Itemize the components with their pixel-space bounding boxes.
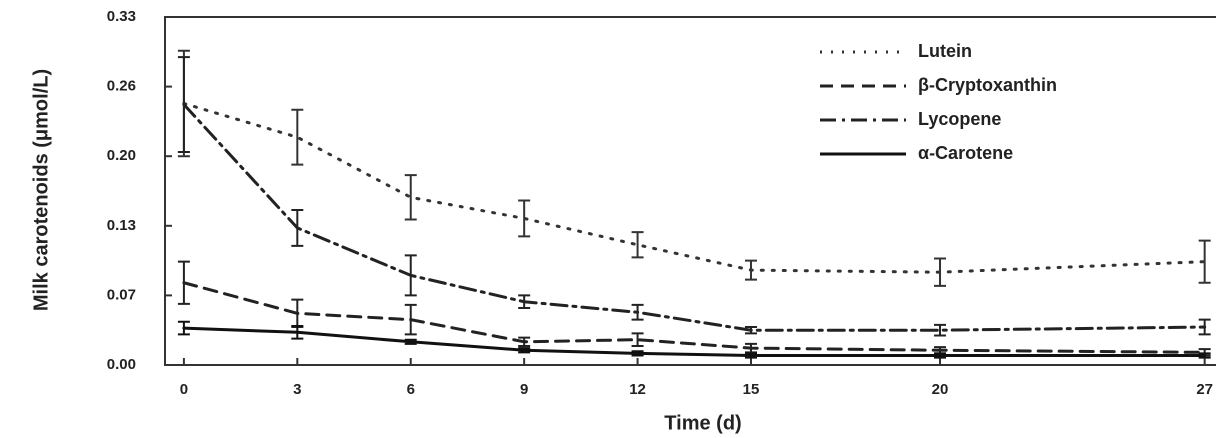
error-bar — [177, 320, 190, 336]
error-bar — [934, 257, 947, 287]
y-axis-title: Milk carotenoids (μmol/L) — [30, 69, 52, 311]
series-line — [182, 281, 1207, 354]
x-tick-label: 6 — [407, 381, 415, 398]
y-tick-label: 0.13 — [107, 217, 136, 234]
x-tick-label: 12 — [629, 381, 646, 398]
error-bar — [291, 208, 304, 247]
error-bar — [744, 326, 757, 335]
error-bar — [404, 338, 417, 345]
error-bar — [934, 352, 947, 359]
error-bar — [404, 254, 417, 297]
error-bar — [744, 352, 757, 359]
legend-label: Lycopene — [918, 109, 1001, 129]
error-bar — [1198, 239, 1211, 284]
error-bar — [631, 332, 644, 348]
error-bar — [934, 323, 947, 337]
plot-frame — [164, 16, 1216, 366]
x-tick-label: 20 — [932, 381, 949, 398]
error-bar — [177, 56, 190, 153]
x-tick-label: 15 — [743, 381, 760, 398]
error-bar — [631, 231, 644, 259]
error-bar — [177, 260, 190, 305]
error-bar — [1198, 318, 1211, 336]
error-bar — [631, 350, 644, 357]
x-tick-label: 27 — [1196, 381, 1213, 398]
x-tick-label: 0 — [180, 381, 188, 398]
error-bar — [744, 259, 757, 281]
error-bar — [404, 303, 417, 336]
series-line — [182, 103, 1207, 332]
error-bar — [291, 324, 304, 340]
error-bar — [744, 342, 757, 354]
error-bar — [518, 294, 531, 310]
error-bar — [518, 199, 531, 238]
error-bar — [404, 174, 417, 221]
y-tick-label: 0.33 — [107, 8, 136, 25]
x-axis-title: Time (d) — [664, 412, 741, 434]
series-line — [182, 326, 1207, 358]
legend-label: Lutein — [918, 41, 972, 61]
x-tick-label: 9 — [520, 381, 528, 398]
error-bar — [631, 303, 644, 321]
x-tick-label: 3 — [293, 381, 301, 398]
y-tick-label: 0.00 — [107, 356, 136, 373]
error-bar — [518, 336, 531, 348]
legend-label: β-Cryptoxanthin — [918, 75, 1057, 95]
error-bar — [1198, 352, 1211, 359]
y-tick-label: 0.26 — [107, 78, 136, 95]
y-tick-label: 0.20 — [107, 147, 136, 164]
error-bar — [518, 347, 531, 354]
y-tick-label: 0.07 — [107, 286, 136, 303]
legend-label: α-Carotene — [918, 143, 1013, 163]
error-bar — [291, 108, 304, 166]
series-line — [182, 101, 1207, 274]
